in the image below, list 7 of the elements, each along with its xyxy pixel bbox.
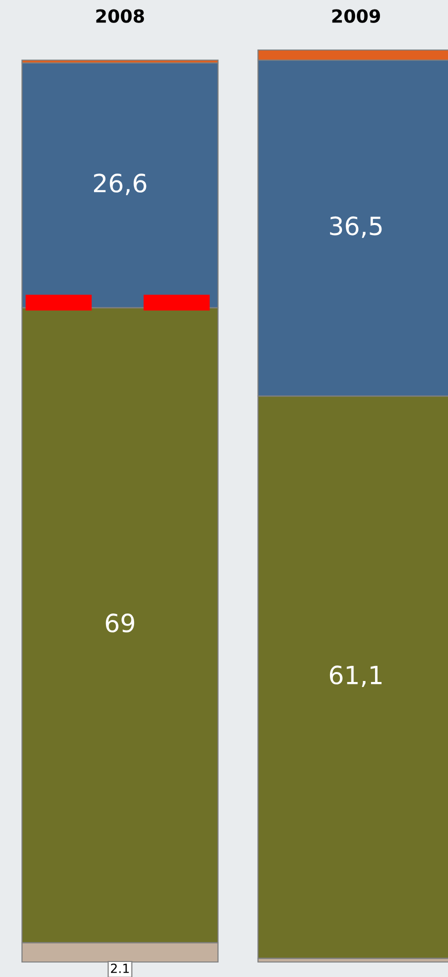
data-label: 2.1 bbox=[110, 964, 129, 973]
data-label: 26,6 bbox=[94, 174, 146, 196]
x-tick-label: 2008 bbox=[96, 9, 144, 23]
x-tick-label: 2009 bbox=[332, 9, 380, 23]
data-label: 61,1 bbox=[330, 666, 382, 687]
data-label: 69 bbox=[106, 614, 134, 632]
data-label: 36,5 bbox=[330, 216, 382, 238]
